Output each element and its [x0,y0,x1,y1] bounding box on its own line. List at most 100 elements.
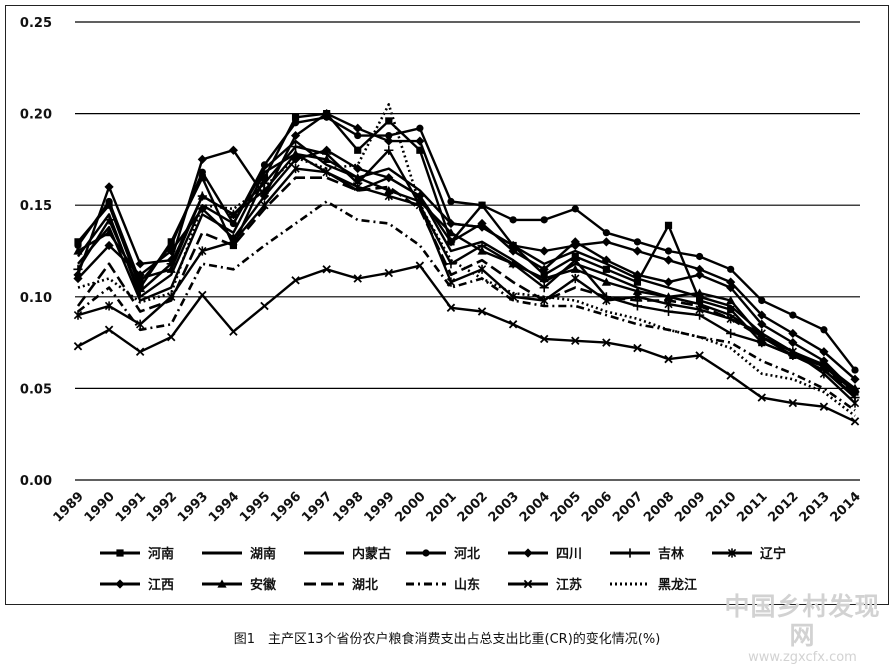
legend-label: 湖北 [352,578,378,593]
marker-diamond [602,237,611,246]
x-tick-label: 2003 [486,489,522,525]
x-tick-label: 1992 [144,489,180,525]
marker-circle [478,202,485,209]
series-3 [74,114,858,374]
x-tick-label: 1998 [330,489,366,525]
y-tick-label: 0.15 [20,199,52,214]
series-8 [73,149,859,392]
legend-entry: 辽宁 [712,546,786,562]
marker-square [603,266,610,273]
marker-circle [727,266,734,273]
x-tick-label: 2008 [641,489,677,525]
legend-label: 湖南 [250,546,276,562]
series-1 [78,141,855,388]
marker-diamond [523,548,532,557]
marker-square [385,117,392,124]
legend-label: 四川 [556,547,582,562]
x-tick-label: 1999 [361,489,397,525]
y-tick-label: 0.05 [20,382,52,397]
series-line [78,114,855,393]
x-tick-label: 2009 [672,489,708,525]
legend-label: 山东 [454,577,480,593]
series-group [73,104,859,425]
legend-entry: 内蒙古 [304,546,391,562]
marker-diamond [104,182,113,191]
marker-x [261,302,268,309]
x-tick-label: 1994 [206,489,242,525]
marker-diamond [115,579,124,588]
legend-entry: 河南 [100,546,174,562]
x-tick-label: 2006 [579,489,615,525]
legend-label: 江苏 [556,577,582,593]
legend-entry: 江苏 [508,577,582,593]
series-12 [78,104,855,416]
legend-label: 辽宁 [760,546,786,562]
marker-diamond [198,155,207,164]
x-tick-label: 1996 [268,489,304,525]
marker-circle [603,229,610,236]
marker-diamond [384,136,393,145]
marker-square [665,222,672,229]
marker-circle [572,205,579,212]
legend-label: 黑龙江 [658,577,697,593]
x-tick-label: 1997 [299,489,335,525]
legend-entry: 江西 [100,577,174,593]
x-axis-ticks: 1989199019911992199319941995199619971998… [51,489,864,525]
legend-entry: 安徽 [202,577,277,593]
x-tick-label: 2010 [703,489,739,525]
x-tick-label: 2012 [765,489,801,525]
legend-label: 内蒙古 [352,546,391,562]
x-tick-label: 2004 [517,489,553,525]
watermark-url: www.zgxcfx.com [715,651,890,665]
marker-diamond [540,246,549,255]
x-tick-label: 1990 [82,489,118,525]
x-tick-label: 2007 [610,489,646,525]
marker-circle [541,216,548,223]
legend-entry: 河北 [406,546,480,562]
y-axis-ticks: 0.000.050.100.150.200.25 [20,16,52,489]
legend-label: 河北 [454,546,480,562]
series-7 [73,146,859,397]
legend-entry: 山东 [406,577,480,593]
legend-label: 安徽 [250,577,277,593]
x-tick-label: 2013 [797,489,833,525]
marker-plus [633,301,642,310]
marker-circle [354,132,361,139]
legend-entry: 湖北 [304,578,378,593]
y-tick-label: 0.25 [20,16,52,31]
marker-x [230,328,237,335]
marker-circle [447,198,454,205]
y-tick-label: 0.20 [20,108,52,123]
legend-entry: 吉林 [610,546,684,562]
x-tick-label: 1993 [175,489,211,525]
legend-entry: 四川 [508,547,582,562]
marker-square [116,549,123,556]
x-tick-label: 2014 [828,489,864,525]
marker-asterisk [851,398,858,407]
marker-circle [422,549,429,556]
x-tick-label: 2011 [734,489,770,525]
series-line [78,117,855,370]
marker-circle [416,125,423,132]
marker-asterisk [572,274,579,283]
marker-x [199,291,206,298]
marker-circle [292,119,299,126]
x-tick-label: 2001 [424,489,460,525]
x-tick-label: 2005 [548,489,584,525]
series-line [78,141,855,388]
legend-label: 河南 [148,546,174,562]
x-tick-label: 1995 [237,489,273,525]
series-line [78,104,855,416]
y-tick-label: 0.10 [20,291,52,306]
marker-circle [820,326,827,333]
legend-entry: 黑龙江 [610,577,697,593]
marker-circle [665,247,672,254]
marker-diamond [633,246,642,255]
x-tick-label: 2002 [455,489,491,525]
marker-circle [105,198,112,205]
marker-diamond [136,259,145,268]
marker-circle [758,297,765,304]
marker-circle [634,238,641,245]
